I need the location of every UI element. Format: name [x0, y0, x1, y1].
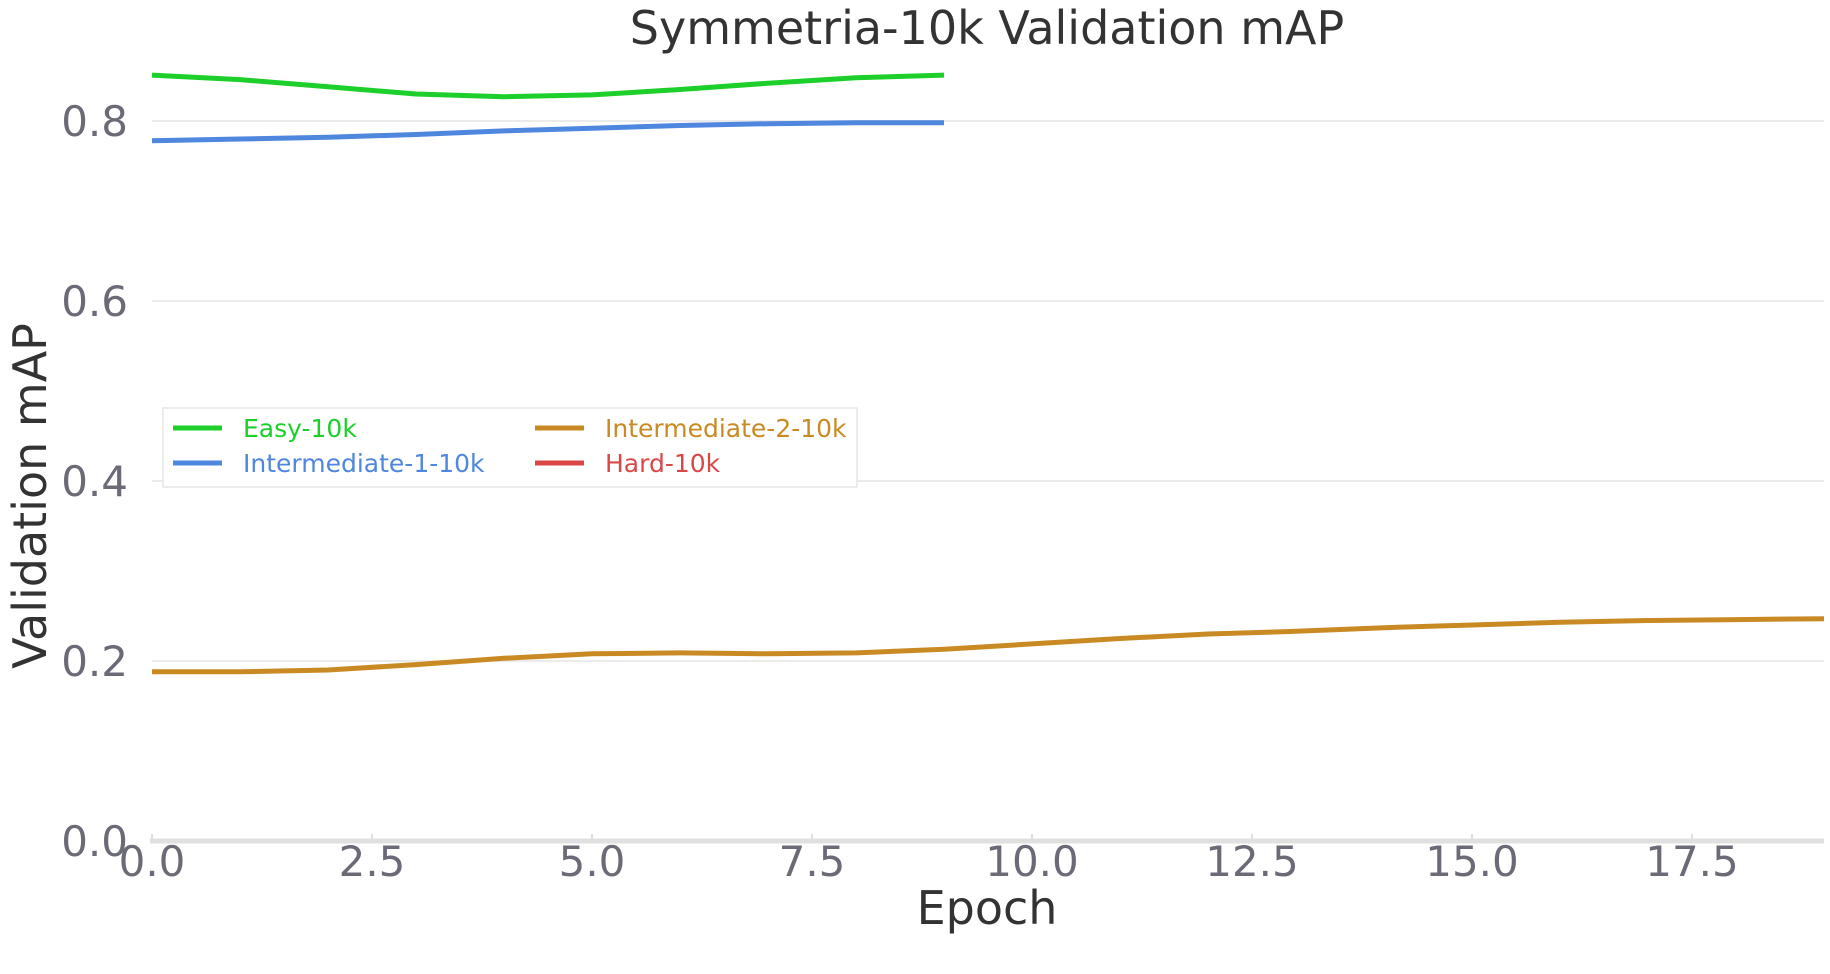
legend-label-easy: Easy-10k [243, 414, 357, 443]
x-tick-label: 15.0 [1425, 837, 1519, 886]
series-line-intermediate-2-10k [152, 616, 1825, 675]
y-axis-label: Validation mAP [3, 323, 57, 669]
x-tick-labels: 0.0 2.5 5.0 7.5 10.0 12.5 15.0 17.5 [119, 837, 1739, 886]
chart-title: Symmetria-10k Validation mAP [630, 1, 1344, 55]
legend-label-intermediate-2: Intermediate-2-10k [605, 414, 847, 443]
legend-label-intermediate-1: Intermediate-1-10k [243, 449, 485, 478]
x-tick-marks [151, 834, 1693, 841]
y-tick-label: 0.0 [61, 817, 128, 866]
series-line-intermediate-1-10k [151, 120, 944, 144]
y-tick-labels: 0.0 0.2 0.4 0.6 0.8 [61, 97, 128, 866]
x-tick-label: 5.0 [559, 837, 626, 886]
legend-label-hard: Hard-10k [605, 449, 721, 478]
x-tick-label: 12.5 [1205, 837, 1299, 886]
x-tick-label: 7.5 [779, 837, 846, 886]
y-tick-label: 0.2 [61, 637, 128, 686]
series-lines [151, 72, 1825, 675]
x-tick-label: 0.0 [119, 837, 186, 886]
y-tick-label: 0.4 [61, 457, 128, 506]
x-tick-label: 10.0 [985, 837, 1079, 886]
y-tick-label: 0.6 [61, 277, 128, 326]
x-tick-label: 17.5 [1645, 837, 1739, 886]
legend: Easy-10k Intermediate-1-10k Intermediate… [162, 407, 858, 488]
x-tick-label: 2.5 [339, 837, 406, 886]
legend-box [162, 407, 858, 488]
series-line-easy-10k [151, 72, 945, 100]
grid-lines [152, 120, 1824, 662]
x-axis-label: Epoch [917, 881, 1058, 935]
y-tick-label: 0.8 [61, 97, 128, 146]
